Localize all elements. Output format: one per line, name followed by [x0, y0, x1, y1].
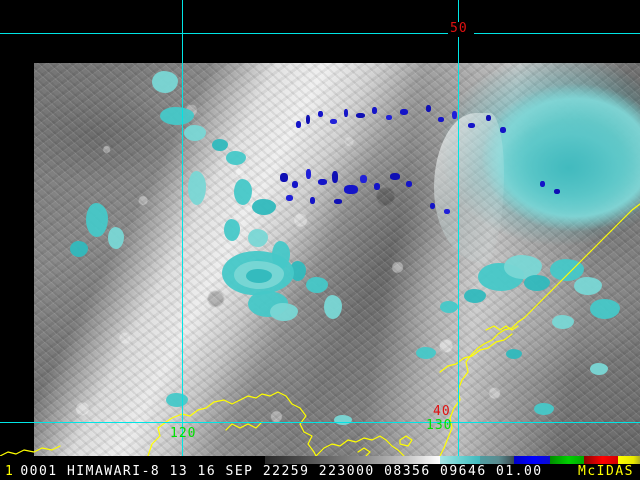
- overshooting-top: [360, 175, 367, 183]
- frame-number-label: 1: [5, 464, 15, 479]
- convective-cell: [108, 227, 124, 249]
- overshooting-top: [540, 181, 545, 187]
- overshooting-top: [406, 181, 412, 187]
- color-bar-segment-green: [550, 456, 584, 464]
- image-metadata-label: 0001 HIMAWARI-8 13 16 SEP 22259 223000 0…: [20, 464, 543, 479]
- color-bar-segment-teal: [480, 456, 514, 464]
- color-bar-segment-blue: [514, 456, 550, 464]
- overshooting-top: [318, 179, 327, 185]
- latitude-gridline-50: [0, 33, 640, 34]
- latitude-label-50: 50: [450, 21, 468, 36]
- convective-cell: [86, 203, 108, 237]
- overshooting-top: [400, 109, 408, 115]
- overshooting-top: [344, 185, 358, 194]
- overshooting-top: [444, 209, 450, 214]
- color-bar-segment-cyan: [440, 456, 480, 464]
- overshooting-top: [438, 117, 444, 122]
- convective-cell: [188, 171, 206, 205]
- overshooting-top: [296, 121, 301, 128]
- overshooting-top: [280, 173, 288, 182]
- overshooting-top: [452, 111, 457, 119]
- overshooting-top: [310, 197, 315, 204]
- convective-cell: [212, 139, 228, 151]
- overshooting-top: [386, 115, 392, 120]
- convective-cell: [226, 151, 246, 165]
- overshooting-top: [306, 169, 311, 179]
- overshooting-top: [356, 113, 365, 118]
- overshooting-top: [468, 123, 475, 128]
- overshooting-top: [332, 171, 338, 183]
- overshooting-top: [554, 189, 560, 194]
- overshooting-top: [292, 181, 298, 188]
- color-bar-segment-gray-ramp: [265, 456, 440, 464]
- overshooting-top: [306, 115, 310, 124]
- overshooting-top: [374, 183, 380, 190]
- convective-cell: [234, 179, 252, 205]
- enhancement-color-bar[interactable]: [0, 456, 640, 464]
- convective-cell: [70, 241, 88, 257]
- convective-cluster-center: [246, 269, 272, 283]
- convective-cell: [248, 229, 268, 247]
- convective-cell: [416, 347, 436, 359]
- color-bar-segment-black: [0, 456, 265, 464]
- overshooting-top: [426, 105, 431, 112]
- longitude-label-120: 120: [170, 426, 197, 441]
- convective-cell: [252, 199, 276, 215]
- convective-cell: [224, 219, 240, 241]
- longitude-gridline-120: [182, 0, 183, 456]
- overshooting-top: [344, 109, 348, 117]
- longitude-gridline-130: [458, 0, 459, 456]
- satellite-image-viewport[interactable]: 50 40 120 130: [0, 0, 640, 456]
- overshooting-top: [286, 195, 293, 201]
- convective-cell: [290, 261, 306, 281]
- convective-cell: [270, 303, 298, 321]
- mcidas-brand-label: McIDAS: [578, 464, 634, 479]
- color-bar-segment-red: [584, 456, 618, 464]
- convective-cell: [306, 277, 328, 293]
- satellite-raster: [34, 63, 640, 456]
- longitude-label-130: 130: [426, 418, 453, 433]
- overshooting-top: [430, 203, 435, 209]
- convective-cell: [152, 71, 178, 93]
- overshooting-top: [330, 119, 337, 124]
- overshooting-top: [500, 127, 506, 133]
- overshooting-top: [390, 173, 400, 180]
- overshooting-top: [318, 111, 323, 117]
- color-bar-segment-yellow: [618, 456, 640, 464]
- convective-cell: [160, 107, 194, 125]
- image-annotation-bar: 1 0001 HIMAWARI-8 13 16 SEP 22259 223000…: [0, 464, 640, 480]
- convective-cell: [184, 125, 206, 141]
- latitude-label-40: 40: [433, 404, 451, 419]
- convective-cell: [324, 295, 342, 319]
- convective-cell: [334, 415, 352, 425]
- latitude-gridline-40: [0, 422, 640, 423]
- overshooting-top: [486, 115, 491, 121]
- label-backdrop: [448, 22, 474, 37]
- overshooting-top: [334, 199, 342, 204]
- overshooting-top: [372, 107, 377, 114]
